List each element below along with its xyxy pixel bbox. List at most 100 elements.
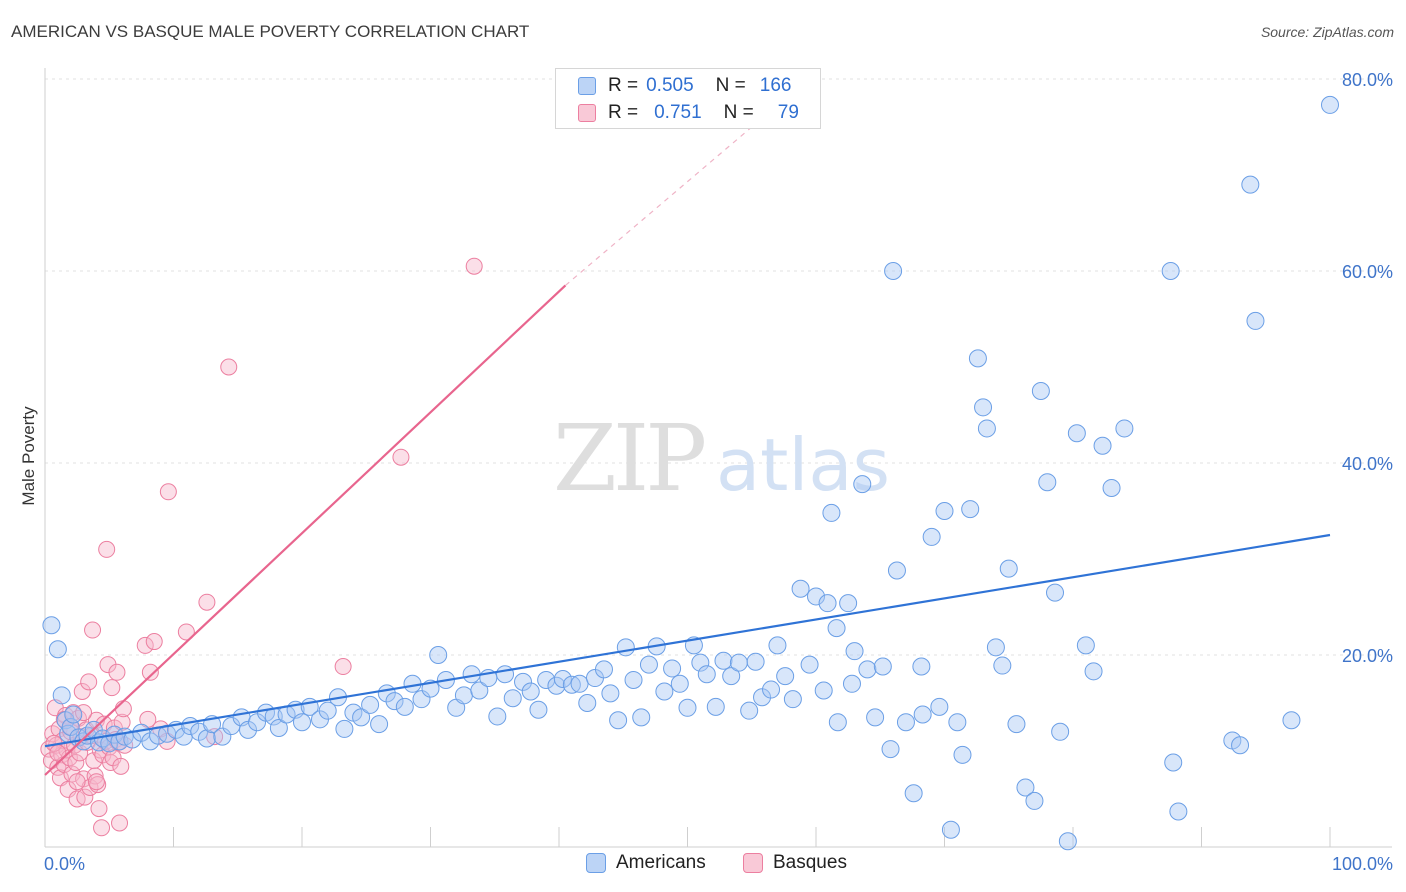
data-point-americans	[930, 697, 949, 716]
data-point-americans	[514, 672, 533, 691]
data-point-basques	[85, 752, 103, 770]
data-point-americans	[912, 657, 931, 676]
series-legend: Americans Basques	[0, 852, 1406, 878]
data-point-americans	[48, 640, 67, 659]
data-point-americans	[578, 694, 597, 712]
data-point-americans	[845, 642, 864, 661]
data-point-americans	[828, 713, 847, 732]
data-point-americans	[776, 667, 795, 686]
x-tick-labels: 0.0% 100.0%	[44, 854, 1393, 874]
data-point-americans	[632, 708, 651, 727]
data-point-americans	[1046, 583, 1065, 602]
data-point-americans	[935, 502, 954, 520]
data-point-americans	[722, 667, 741, 686]
data-point-americans	[768, 636, 787, 655]
data-point-americans	[974, 398, 993, 417]
data-point-americans	[1076, 636, 1095, 655]
data-point-americans	[977, 419, 996, 438]
data-point-americans	[807, 587, 825, 606]
data-point-basques	[108, 663, 126, 681]
y-tick-label: 20.0%	[1342, 646, 1393, 666]
data-point-basques	[465, 257, 483, 275]
data-point-americans	[866, 708, 885, 727]
data-point-americans	[948, 713, 967, 732]
data-point-americans	[968, 349, 987, 368]
data-point-americans	[993, 656, 1012, 675]
data-point-americans	[670, 674, 689, 693]
data-point-americans	[953, 745, 972, 764]
data-point-americans	[1031, 382, 1050, 400]
data-point-americans	[922, 527, 941, 546]
trendlines	[44, 126, 1331, 776]
data-point-americans	[1102, 478, 1121, 497]
data-point-americans	[986, 638, 1005, 657]
legend-label-basques: Basques	[773, 852, 847, 873]
data-point-americans	[385, 692, 404, 711]
legend-r-value-americans: 0.505	[646, 75, 694, 96]
data-point-americans	[706, 697, 725, 716]
data-point-americans	[753, 688, 772, 707]
data-point-basques	[91, 741, 109, 759]
data-point-americans	[678, 698, 697, 717]
data-point-americans	[961, 500, 980, 519]
data-point-basques	[89, 776, 107, 794]
data-point-americans	[873, 657, 892, 676]
data-point-americans	[488, 707, 507, 726]
legend-item-americans[interactable]: Americans	[586, 852, 706, 874]
data-point-americans	[454, 686, 473, 705]
data-point-americans	[370, 715, 389, 734]
data-point-americans	[814, 681, 833, 700]
data-point-americans	[1115, 419, 1134, 438]
data-point-americans	[269, 718, 288, 737]
data-point-americans	[248, 713, 267, 732]
data-point-americans	[529, 700, 548, 719]
chart-source: Source: ZipAtlas.com	[1260, 24, 1394, 40]
data-point-americans	[1241, 175, 1260, 194]
data-point-americans	[553, 670, 572, 688]
data-point-americans	[318, 701, 337, 720]
data-point-americans	[729, 653, 748, 672]
x-tick-label: 0.0%	[44, 854, 85, 874]
data-point-americans	[762, 680, 781, 699]
data-point-americans	[1164, 753, 1183, 772]
data-point-americans	[293, 713, 311, 732]
data-point-americans	[1084, 662, 1103, 681]
data-point-basques	[136, 636, 154, 654]
trendline-basques	[44, 284, 567, 776]
data-point-americans	[52, 686, 71, 705]
data-point-americans	[1093, 436, 1112, 455]
y-axis-label: Male Poverty	[19, 406, 38, 506]
data-point-americans	[904, 784, 923, 803]
data-point-americans	[827, 619, 846, 638]
data-point-americans	[1169, 802, 1188, 821]
data-point-americans	[1067, 424, 1086, 443]
data-point-americans	[521, 682, 540, 701]
data-point-americans	[239, 720, 258, 739]
data-point-americans	[1161, 262, 1180, 280]
data-point-americans	[714, 651, 733, 670]
legend-n-value-americans: 166	[759, 75, 792, 96]
data-point-americans	[496, 665, 515, 684]
data-point-americans	[839, 594, 858, 613]
trendline-americans	[44, 533, 1331, 748]
data-point-americans	[335, 719, 354, 738]
legend-item-basques[interactable]: Basques	[743, 852, 847, 874]
y-tick-label: 60.0%	[1342, 262, 1393, 282]
data-point-americans	[691, 653, 710, 672]
data-point-basques	[80, 673, 98, 691]
data-point-americans	[1321, 95, 1339, 114]
legend-swatch-americans	[578, 77, 596, 95]
legend-label-americans: Americans	[616, 852, 706, 873]
data-point-basques	[141, 663, 159, 681]
data-point-americans	[197, 729, 216, 748]
data-point-americans	[1231, 736, 1250, 755]
data-point-americans	[1025, 791, 1044, 810]
data-point-basques	[112, 757, 130, 775]
watermark: ZIP atlas	[553, 405, 890, 512]
correlation-legend: R = 0.505 N = 166 R = 0.751 N = 79	[555, 68, 821, 129]
legend-r-label: R =	[608, 102, 639, 123]
data-point-americans	[547, 676, 566, 695]
data-point-americans	[429, 646, 448, 664]
data-point-americans	[395, 697, 414, 716]
legend-swatch-basques	[578, 104, 596, 122]
